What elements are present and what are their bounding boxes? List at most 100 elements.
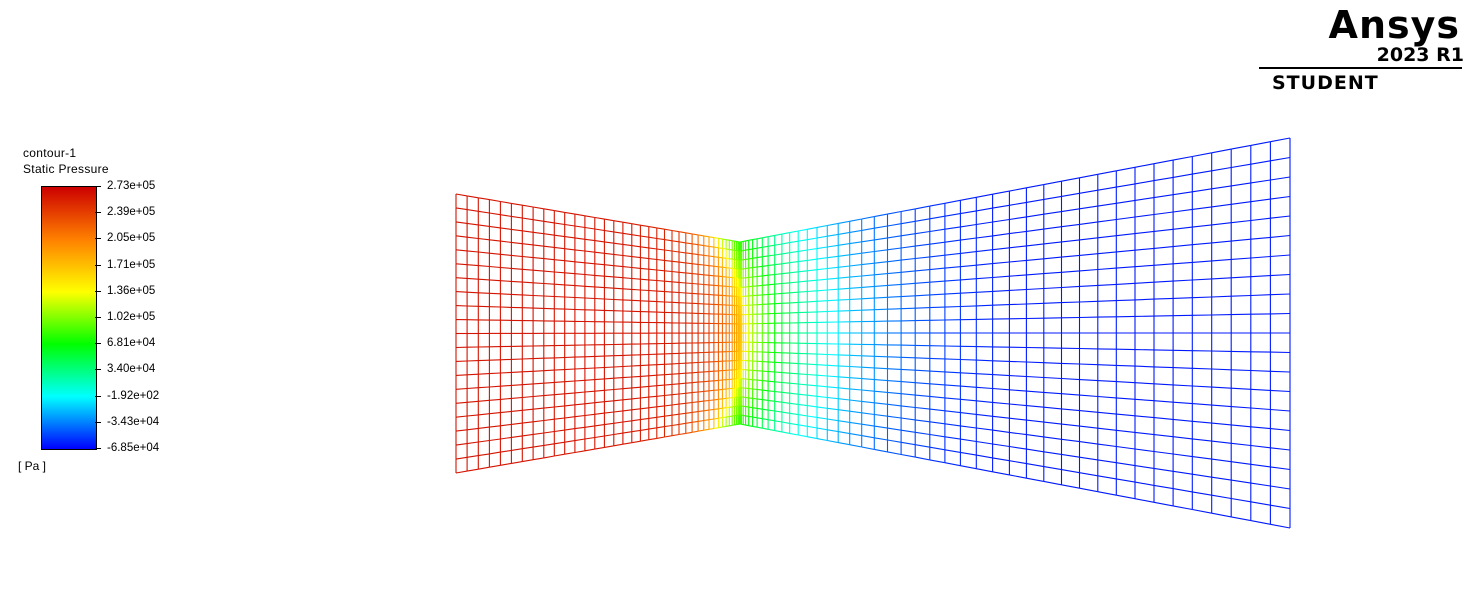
mesh-edge — [685, 282, 693, 285]
mesh-edge — [1097, 443, 1117, 448]
mesh-edge — [774, 390, 782, 393]
mesh-edge — [774, 420, 782, 423]
mesh-edge — [584, 262, 595, 265]
mesh-edge — [648, 374, 657, 377]
mesh-edge — [478, 278, 490, 281]
mesh-edge — [671, 240, 680, 243]
mesh-edge — [613, 242, 623, 245]
mesh-edge — [1026, 361, 1044, 364]
mesh-edge — [807, 258, 818, 261]
mesh-edge — [1250, 388, 1271, 391]
mesh-edge — [574, 249, 585, 252]
mesh-edge — [522, 281, 534, 284]
mesh-edge — [554, 369, 565, 371]
mesh-edge — [767, 428, 775, 432]
mesh-edge — [789, 301, 799, 304]
mesh-edge — [522, 459, 534, 463]
mesh-edge — [594, 378, 605, 381]
mesh-edge — [1192, 491, 1212, 496]
mesh-edge — [1270, 156, 1291, 162]
mesh-edge — [543, 406, 555, 409]
mesh-edge — [1043, 286, 1062, 290]
mesh-edge — [1009, 445, 1027, 450]
mesh-edge — [604, 433, 614, 437]
mesh-edge — [522, 230, 534, 233]
mesh-edge — [807, 237, 818, 241]
mesh-edge — [1192, 456, 1212, 460]
mesh-edge — [1043, 211, 1062, 215]
mesh-edge — [816, 364, 828, 366]
mesh-edge — [960, 425, 977, 429]
mesh-edge — [1009, 187, 1027, 192]
mesh-edge — [1231, 461, 1251, 465]
mesh-edge — [789, 281, 799, 284]
mesh-edge — [976, 454, 993, 459]
mesh-edge — [1250, 501, 1271, 506]
mesh-edge — [613, 253, 623, 257]
mesh-edge — [992, 261, 1010, 265]
mesh-edge — [774, 253, 782, 256]
mesh-edge — [1097, 475, 1117, 480]
mesh-edge — [781, 391, 790, 394]
mesh-edge — [827, 364, 839, 367]
mesh-edge — [1211, 368, 1232, 371]
mesh-edge — [1250, 520, 1271, 525]
mesh-edge — [838, 409, 850, 412]
mesh-edge — [976, 263, 993, 266]
mesh-edge — [960, 291, 977, 294]
colorbar-tick — [95, 395, 101, 397]
mesh-edge — [678, 271, 686, 274]
mesh-edge — [861, 366, 875, 369]
mesh-edge — [478, 210, 490, 214]
mesh-edge — [594, 446, 605, 450]
mesh-edge — [500, 423, 512, 427]
mesh-edge — [726, 416, 730, 418]
mesh-edge — [1270, 447, 1291, 451]
mesh-edge — [816, 374, 828, 377]
mesh-edge — [1270, 234, 1291, 238]
mesh-edge — [1043, 376, 1062, 380]
mesh-edge — [901, 220, 916, 225]
mesh-edge — [613, 421, 623, 424]
mesh-edge — [489, 425, 501, 428]
mesh-edge — [522, 255, 534, 259]
mesh-edge — [901, 405, 916, 409]
mesh-edge — [874, 308, 888, 311]
mesh-edge — [752, 275, 758, 278]
mesh-edge — [455, 470, 468, 474]
mesh-edge — [1061, 285, 1080, 289]
mesh-edge — [887, 308, 902, 310]
mesh-edge — [1009, 431, 1027, 436]
mesh-edge — [748, 425, 753, 427]
mesh-edge — [1009, 216, 1027, 221]
mesh-edge — [762, 265, 769, 267]
mesh-edge — [1250, 160, 1271, 165]
mesh-edge — [564, 211, 575, 215]
mesh-edge — [604, 252, 614, 255]
mesh-edge — [703, 274, 710, 276]
mesh-edge — [976, 207, 993, 212]
mesh-edge — [1043, 466, 1062, 471]
mesh-edge — [455, 374, 468, 376]
mesh-edge — [798, 373, 808, 376]
mesh-edge — [1231, 387, 1251, 390]
mesh-edge — [656, 227, 665, 230]
mesh-edge — [564, 223, 575, 227]
mesh-edge — [622, 365, 632, 368]
mesh-edge — [1079, 284, 1098, 287]
mesh-edge — [533, 444, 544, 448]
mesh-edge — [774, 243, 782, 246]
mesh-edge — [874, 367, 888, 370]
mesh-edge — [671, 250, 680, 253]
mesh-edge — [992, 360, 1010, 362]
mesh-edge — [745, 406, 749, 408]
mesh-edge — [500, 266, 512, 269]
mesh-edge — [574, 273, 585, 276]
mesh-edge — [594, 366, 605, 369]
mesh-edge — [478, 399, 490, 402]
mesh-edge — [678, 251, 686, 254]
mesh-edge — [640, 417, 649, 421]
mesh-edge — [1097, 267, 1117, 271]
mesh-edge — [887, 439, 902, 443]
